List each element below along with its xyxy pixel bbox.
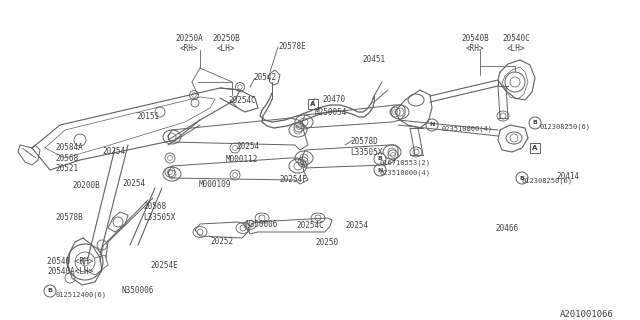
Text: A: A bbox=[532, 145, 538, 151]
Text: 20470: 20470 bbox=[322, 95, 345, 104]
Text: M250054: M250054 bbox=[315, 108, 348, 117]
Bar bbox=[308, 99, 318, 109]
Text: 20568: 20568 bbox=[55, 154, 78, 163]
Circle shape bbox=[426, 119, 438, 131]
Text: M000109: M000109 bbox=[199, 180, 232, 189]
Text: 20200B: 20200B bbox=[72, 181, 100, 190]
Text: 20254C: 20254C bbox=[296, 221, 324, 230]
Text: B: B bbox=[378, 156, 383, 162]
Text: 20254C: 20254C bbox=[228, 96, 256, 105]
Text: 016710553(2): 016710553(2) bbox=[380, 159, 431, 165]
Text: 20578D: 20578D bbox=[350, 137, 378, 146]
Text: 20521: 20521 bbox=[55, 164, 78, 173]
Text: N: N bbox=[429, 123, 435, 127]
Circle shape bbox=[44, 285, 56, 297]
Text: 20542: 20542 bbox=[253, 73, 276, 82]
Text: 20254E: 20254E bbox=[150, 261, 178, 270]
Text: 20584A: 20584A bbox=[55, 143, 83, 152]
Text: 20540B: 20540B bbox=[461, 34, 489, 43]
Text: <LH>: <LH> bbox=[507, 44, 525, 53]
Text: 20451: 20451 bbox=[362, 55, 385, 64]
Text: 012512400(6): 012512400(6) bbox=[56, 292, 107, 299]
Text: <RH>: <RH> bbox=[180, 44, 198, 53]
Text: 20250B: 20250B bbox=[212, 34, 240, 43]
Bar bbox=[530, 143, 540, 153]
Text: <LH>: <LH> bbox=[217, 44, 236, 53]
Text: 20540C: 20540C bbox=[502, 34, 530, 43]
Text: 20540A<LH>: 20540A<LH> bbox=[47, 267, 93, 276]
Text: A201001066: A201001066 bbox=[560, 310, 614, 319]
Text: M000112: M000112 bbox=[226, 155, 259, 164]
Text: L33505X: L33505X bbox=[350, 148, 382, 157]
Text: 20540 <RH>: 20540 <RH> bbox=[47, 257, 93, 266]
Circle shape bbox=[529, 117, 541, 129]
Text: 20254: 20254 bbox=[122, 179, 145, 188]
Text: A: A bbox=[310, 101, 316, 107]
Text: 012308250(6): 012308250(6) bbox=[540, 123, 591, 130]
Text: 20254: 20254 bbox=[102, 147, 125, 156]
Text: <RH>: <RH> bbox=[466, 44, 484, 53]
Text: 20414: 20414 bbox=[556, 172, 579, 181]
Text: B: B bbox=[520, 175, 524, 180]
Text: N350006: N350006 bbox=[245, 220, 277, 229]
Text: 20568: 20568 bbox=[143, 202, 166, 211]
Circle shape bbox=[516, 172, 528, 184]
Text: N350006: N350006 bbox=[122, 286, 154, 295]
Text: 20250: 20250 bbox=[315, 238, 338, 247]
Text: 20151: 20151 bbox=[136, 112, 159, 121]
Text: 20254: 20254 bbox=[345, 221, 368, 230]
Text: 20254F: 20254F bbox=[279, 175, 307, 184]
Text: N: N bbox=[378, 167, 383, 172]
Text: 20250A: 20250A bbox=[175, 34, 203, 43]
Text: 20466: 20466 bbox=[495, 224, 518, 233]
Text: 012308250(6): 012308250(6) bbox=[522, 178, 573, 185]
Circle shape bbox=[374, 153, 386, 165]
Text: 20254: 20254 bbox=[236, 142, 259, 151]
Text: 20578E: 20578E bbox=[278, 42, 306, 51]
Text: B: B bbox=[47, 289, 52, 293]
Circle shape bbox=[374, 164, 386, 176]
Text: 023510000(4): 023510000(4) bbox=[442, 125, 493, 132]
Text: 20252: 20252 bbox=[210, 237, 233, 246]
Text: 20578B: 20578B bbox=[55, 213, 83, 222]
Text: 023510000(4): 023510000(4) bbox=[380, 170, 431, 177]
Text: L33505X: L33505X bbox=[143, 213, 175, 222]
Text: B: B bbox=[532, 121, 538, 125]
